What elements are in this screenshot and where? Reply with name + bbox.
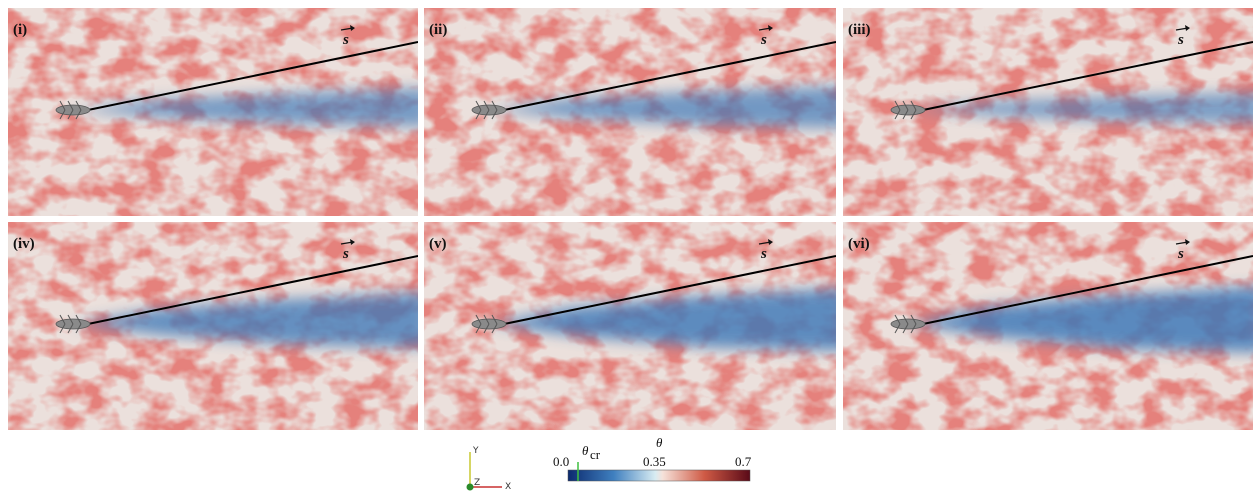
insect-leg	[475, 100, 482, 111]
axes-triad: Y Z X	[466, 446, 511, 492]
insect-leg	[910, 100, 917, 111]
insect-leg	[491, 323, 498, 334]
insect-leg	[894, 109, 901, 120]
panel-label: (v)	[429, 236, 447, 252]
trajectory-line	[503, 255, 836, 325]
insect-leg	[910, 314, 917, 325]
insect-leg	[59, 100, 66, 111]
insect-leg	[491, 314, 498, 325]
trajectory-line	[922, 41, 1253, 111]
insect-leg	[59, 109, 66, 120]
insect-leg	[75, 109, 82, 120]
colorbar: 0.0 0.35 0.7 θ θ cr	[553, 435, 752, 482]
insect-leg	[910, 323, 917, 334]
threshold-subscript: cr	[590, 447, 601, 462]
insect-leg	[475, 323, 482, 334]
colorbar-tick: 0.7	[735, 454, 752, 469]
insect-leg	[59, 314, 66, 325]
panel: (iii) s	[843, 8, 1253, 216]
insect-leg	[67, 314, 74, 325]
insect-leg	[894, 100, 901, 111]
panel: (v) s	[424, 222, 836, 430]
insect-leg	[483, 314, 490, 325]
colorbar-tick: 0.35	[643, 454, 666, 469]
insect-leg	[483, 109, 490, 120]
insect-leg	[475, 314, 482, 325]
wake-region	[73, 292, 418, 348]
vector-arrowhead	[350, 239, 355, 245]
insect-leg	[75, 100, 82, 111]
insect-leg	[483, 100, 490, 111]
vector-arrowhead	[1185, 239, 1190, 245]
vector-label: s	[760, 32, 767, 48]
wake-region	[73, 88, 418, 127]
insect-leg	[483, 323, 490, 334]
x-axis-label: X	[505, 482, 511, 492]
trajectory-line	[87, 255, 418, 325]
colorbar-title: θ	[656, 435, 663, 450]
vector-label: s	[342, 246, 349, 262]
vector-label: s	[1177, 246, 1184, 262]
insect-leg	[902, 100, 909, 111]
y-axis-label: Y	[472, 446, 479, 456]
trajectory-line	[87, 41, 418, 111]
insect-leg	[75, 323, 82, 334]
z-axis-dot	[466, 483, 474, 491]
panel-label: (i)	[13, 22, 27, 38]
insect-leg	[67, 323, 74, 334]
wake-region	[489, 86, 836, 128]
insect-leg	[491, 109, 498, 120]
z-axis-label: Z	[474, 478, 480, 488]
insect-leg	[902, 109, 909, 120]
vector-arrowhead	[768, 239, 773, 245]
insect-leg	[491, 100, 498, 111]
vector-label: s	[1177, 32, 1184, 48]
insect-leg	[67, 109, 74, 120]
insect-leg	[902, 314, 909, 325]
colorbar-gradient	[567, 469, 751, 482]
insect-leg	[67, 100, 74, 111]
insect-leg	[902, 323, 909, 334]
insect-leg	[894, 323, 901, 334]
trajectory-line	[922, 255, 1253, 325]
panel-label: (iii)	[848, 22, 871, 38]
insect-leg	[910, 109, 917, 120]
wake-region	[908, 92, 1253, 124]
vector-arrowhead	[350, 25, 355, 31]
panel-label: (iv)	[13, 236, 35, 252]
panel: (iv) s	[8, 222, 418, 430]
threshold-symbol: θ	[582, 443, 589, 458]
vector-label: s	[760, 246, 767, 262]
insect-leg	[59, 323, 66, 334]
panel-label: (vi)	[848, 236, 870, 252]
panel: (ii) s	[424, 8, 836, 216]
vector-arrowhead	[1185, 25, 1190, 31]
wake-region	[489, 288, 836, 351]
trajectory-line	[503, 41, 836, 111]
panel: (vi) s	[843, 222, 1253, 430]
vector-arrowhead	[768, 25, 773, 31]
panel-label: (ii)	[429, 22, 447, 38]
insect-leg	[894, 314, 901, 325]
insect-leg	[75, 314, 82, 325]
colorbar-tick: 0.0	[553, 454, 569, 469]
insect-leg	[475, 109, 482, 120]
vector-label: s	[342, 32, 349, 48]
wake-region	[908, 286, 1253, 353]
panel: (i) s	[8, 8, 418, 216]
